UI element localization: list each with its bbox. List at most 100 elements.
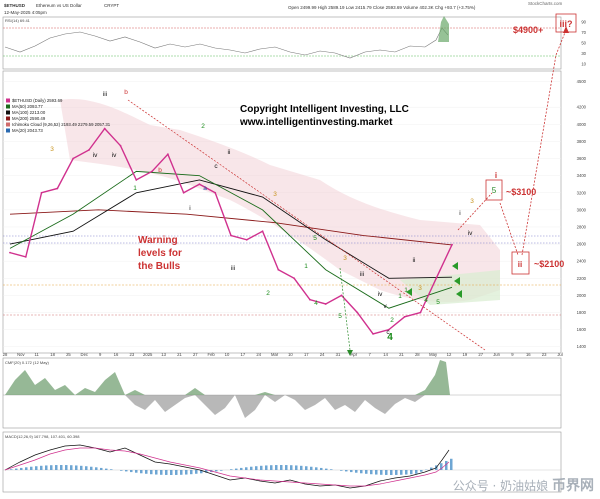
macd-bar-5 bbox=[30, 466, 33, 470]
price-point-7 bbox=[119, 144, 122, 147]
macd-bar-61 bbox=[310, 466, 313, 470]
rsi-tick-50: 50 bbox=[581, 41, 586, 46]
macd-bar-63 bbox=[320, 467, 323, 470]
macd-bar-15 bbox=[80, 465, 83, 470]
macd-bar-31 bbox=[160, 470, 163, 475]
x-tick-20: 24 bbox=[320, 352, 325, 357]
y-tick-3000: 3000 bbox=[577, 207, 587, 212]
y-tick-labels: 4500 4200 4000 3800 3600 3400 3200 3000 2800 2600… bbox=[577, 79, 587, 349]
macd-bar-46 bbox=[235, 468, 238, 470]
x-tick-8: 23 bbox=[130, 352, 135, 357]
macd-bar-42 bbox=[215, 470, 218, 472]
price-point-18 bbox=[293, 277, 296, 280]
macd-bar-33 bbox=[170, 470, 173, 475]
macd-bar-87 bbox=[440, 463, 443, 470]
x-tick-0: 28 bbox=[3, 352, 8, 357]
projection-to-2100 bbox=[499, 202, 519, 256]
watermark: 公众号 · 奶油姑娘 币界网 bbox=[453, 475, 594, 495]
macd-bar-49 bbox=[250, 466, 253, 470]
y-tick-1400: 1400 bbox=[577, 344, 587, 349]
legend-swatch-1 bbox=[6, 104, 10, 109]
y-tick-2000: 2000 bbox=[577, 293, 587, 298]
macd-bar-37 bbox=[190, 470, 193, 475]
price-point-2 bbox=[40, 191, 43, 194]
macd-panel bbox=[2, 431, 562, 493]
x-tick-33: 16 bbox=[526, 352, 531, 357]
target-2100: ~$2100 bbox=[534, 259, 564, 269]
projection-to-4900 bbox=[521, 29, 567, 256]
copyright-text: Copyright Intelligent Investing, LLC bbox=[240, 104, 409, 115]
macd-bar-50 bbox=[255, 466, 258, 470]
chart-source: CRYPT bbox=[104, 3, 120, 8]
macd-bar-13 bbox=[70, 465, 73, 470]
x-tick-27: May bbox=[429, 352, 438, 357]
price-point-4 bbox=[72, 157, 75, 160]
legend-swatch-3 bbox=[6, 116, 10, 121]
y-tick-2200: 2200 bbox=[577, 276, 587, 281]
x-tick-5: Dec bbox=[81, 352, 88, 357]
price-points bbox=[9, 127, 453, 335]
wave-label-25: 2 bbox=[390, 317, 394, 324]
wave-label-11: 1 bbox=[133, 185, 137, 192]
price-point-15 bbox=[245, 238, 248, 241]
x-tick-19: 17 bbox=[304, 352, 309, 357]
macd-bar-79 bbox=[400, 470, 403, 475]
ma200-line bbox=[9, 209, 453, 246]
wave-label-33: 4 bbox=[424, 297, 428, 304]
price-point-14 bbox=[230, 234, 232, 237]
macd-bar-70 bbox=[355, 470, 358, 473]
wave-label-29: ii bbox=[413, 257, 416, 264]
macd-bar-73 bbox=[370, 470, 373, 475]
x-tick-10: 13 bbox=[161, 352, 166, 357]
projection-arrow-head bbox=[563, 26, 569, 33]
legend-entry-5: MA(20) 2043.73 bbox=[12, 128, 43, 133]
box-wave-iii bbox=[555, 13, 577, 33]
macd-bar-4 bbox=[25, 467, 28, 470]
wave-label-8: c bbox=[214, 163, 218, 170]
macd-bar-89 bbox=[450, 458, 453, 470]
x-tick-30: 27 bbox=[478, 352, 483, 357]
y-tick-1600: 1600 bbox=[577, 327, 587, 332]
x-tick-29: 19 bbox=[463, 352, 468, 357]
x-tick-labels: 28 Nov 11 18 25 Dec 9 16 23 2025 13 21 27 Feb 10 17 24 Ma… bbox=[3, 352, 563, 357]
price-point-20 bbox=[324, 303, 327, 305]
x-tick-2: 11 bbox=[35, 352, 40, 357]
rsi-overbought-fill bbox=[438, 16, 449, 42]
rsi-line bbox=[4, 27, 449, 59]
wave-5-label: 5 bbox=[492, 186, 497, 195]
ma50-line bbox=[9, 170, 453, 309]
macd-bar-55 bbox=[280, 465, 283, 470]
macd-bar-14 bbox=[75, 465, 78, 470]
warning-line-3: the Bulls bbox=[138, 261, 181, 272]
macd-bar-19 bbox=[100, 467, 103, 470]
wave-label-34: 5 bbox=[436, 299, 440, 306]
rsi-tick-30: 30 bbox=[581, 51, 586, 56]
x-tick-7: 16 bbox=[114, 352, 119, 357]
website-text: www.intelligentinvesting.market bbox=[239, 117, 393, 128]
wave-label-14: 1 bbox=[304, 263, 308, 270]
x-tick-14: 10 bbox=[225, 352, 230, 357]
wave-label-27: 3 bbox=[470, 198, 474, 205]
macd-bar-47 bbox=[240, 467, 243, 470]
macd-bar-74 bbox=[375, 470, 378, 475]
macd-bar-53 bbox=[270, 465, 273, 470]
rsi-tick-70: 70 bbox=[581, 30, 586, 35]
macd-bar-75 bbox=[380, 470, 383, 475]
wave-label-6: b bbox=[158, 167, 162, 174]
wave-label-20: iii bbox=[360, 271, 364, 278]
y-tick-1800: 1800 bbox=[577, 310, 587, 315]
rsi-tick-labels: 90 70 50 30 10 bbox=[581, 20, 586, 67]
x-tick-4: 25 bbox=[66, 352, 71, 357]
macd-bar-39 bbox=[200, 470, 203, 474]
price-point-16 bbox=[261, 230, 264, 233]
price-point-1 bbox=[24, 256, 27, 258]
macd-bar-34 bbox=[175, 470, 178, 475]
macd-bar-43 bbox=[220, 470, 223, 471]
wave-label-15: 2 bbox=[266, 290, 270, 297]
green-support-arrows bbox=[406, 262, 462, 298]
macd-bar-24 bbox=[125, 470, 128, 472]
macd-bar-10 bbox=[55, 465, 58, 470]
watermark-text: 公众号 · 奶油姑娘 bbox=[452, 479, 549, 493]
macd-bar-78 bbox=[395, 470, 398, 475]
